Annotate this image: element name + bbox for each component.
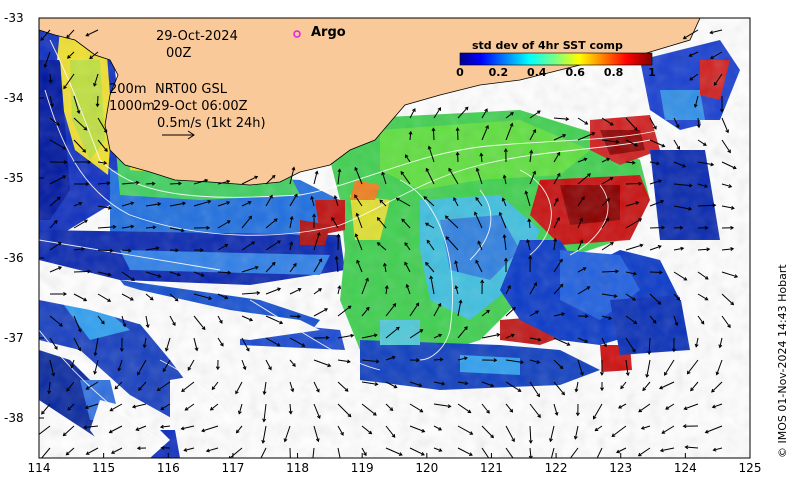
lon-tick-label: 123 [609, 461, 632, 475]
scale-label: 0.5m/s (1kt 24h) [157, 116, 266, 131]
current-arrow [458, 128, 459, 140]
colorbar-title: std dev of 4hr SST comp [472, 39, 623, 52]
current-arrow [433, 128, 434, 140]
argo-legend-label: Argo [311, 25, 346, 40]
colorbar-tick-label: 0.4 [527, 66, 547, 79]
colorbar-tick-label: 0.2 [489, 66, 509, 79]
current-arrow [650, 272, 662, 273]
lon-tick-label: 125 [739, 461, 762, 475]
colorbar-tick-label: 0.8 [604, 66, 624, 79]
lon-tick-label: 115 [92, 461, 115, 475]
current-arrow-head [595, 459, 598, 462]
contour-label-1000m: 1000m [109, 99, 155, 114]
lat-tick-label: -38 [4, 411, 24, 425]
current-arrow-head [339, 459, 342, 462]
lat-tick-label: -35 [4, 171, 24, 185]
lon-tick-label: 124 [674, 461, 697, 475]
current-arrow [218, 272, 230, 273]
product-time-label: 29-Oct 06:00Z [153, 99, 248, 114]
lon-tick-label: 116 [157, 461, 180, 475]
imos-credit: © IMOS 01-Nov-2024 14:43 Hobart [776, 264, 789, 458]
lon-tick-label: 119 [351, 461, 374, 475]
current-arrow-head [258, 460, 261, 463]
lat-tick-label: -37 [4, 331, 24, 345]
lat-tick-label: -36 [4, 251, 24, 265]
current-arrow-head [568, 459, 571, 462]
colorbar [460, 53, 652, 65]
current-arrow-head [513, 459, 516, 462]
date-label: 29-Oct-2024 [156, 29, 238, 44]
current-arrow [74, 271, 90, 272]
colorbar-tick-label: 0.6 [565, 66, 585, 79]
current-arrow [626, 184, 641, 185]
lat-tick-label: -33 [4, 11, 24, 25]
lon-tick-label: 118 [286, 461, 309, 475]
current-arrow [170, 183, 181, 184]
colorbar-tick-label: 1 [648, 66, 656, 79]
lon-tick-label: 114 [28, 461, 51, 475]
hour-label: 00Z [166, 46, 191, 61]
lon-tick-label: 120 [415, 461, 438, 475]
lat-tick-label: -34 [4, 91, 24, 105]
lon-tick-label: 117 [221, 461, 244, 475]
product-label: NRT00 GSL [155, 82, 227, 97]
contour-label-200m: 200m [109, 82, 146, 97]
current-arrow [650, 228, 664, 229]
lon-tick-label: 122 [545, 461, 568, 475]
lon-tick-label: 121 [480, 461, 503, 475]
colorbar-tick-label: 0 [456, 66, 464, 79]
